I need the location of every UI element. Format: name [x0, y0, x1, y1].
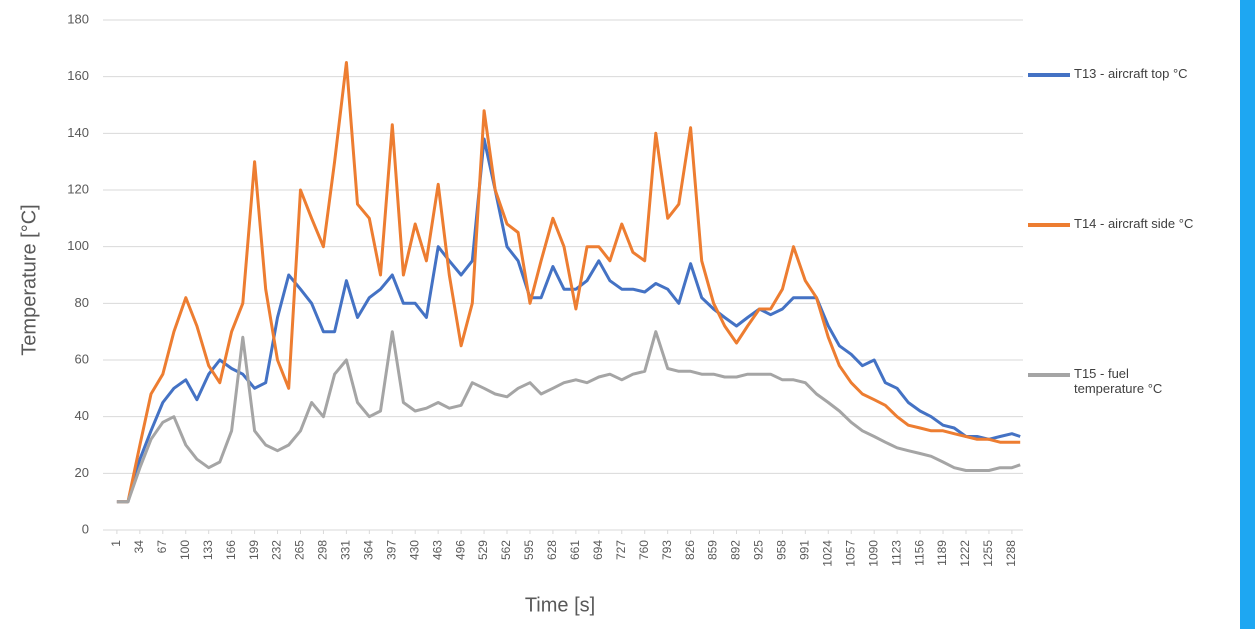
- legend-label: T14 - aircraft side °C: [1074, 216, 1194, 231]
- x-tick-label: 1222: [958, 540, 972, 567]
- y-tick-label: 180: [67, 11, 89, 26]
- x-tick-label: 100: [178, 540, 192, 560]
- x-tick-label: 628: [545, 540, 559, 560]
- x-tick-label: 859: [706, 540, 720, 560]
- x-tick-label: 1189: [935, 540, 949, 566]
- x-tick-label: 1024: [820, 540, 834, 567]
- x-tick-label: 133: [201, 540, 215, 560]
- x-tick-label: 892: [729, 540, 743, 560]
- y-tick-label: 20: [75, 465, 89, 480]
- x-tick-label: 826: [683, 540, 697, 560]
- x-tick-label: 925: [752, 540, 766, 560]
- y-tick-label: 40: [75, 408, 89, 423]
- x-tick-label: 364: [362, 540, 376, 560]
- y-tick-label: 120: [67, 181, 89, 196]
- y-tick-label: 100: [67, 238, 89, 253]
- legend-swatch: [1028, 73, 1070, 77]
- legend-item: T13 - aircraft top °C: [1028, 66, 1243, 81]
- legend-swatch: [1028, 373, 1070, 377]
- series-line: [116, 61, 1021, 504]
- x-tick-label: 265: [293, 540, 307, 560]
- x-tick-label: 1156: [912, 540, 926, 566]
- x-tick-label: 958: [775, 540, 789, 560]
- y-axis-label: Temperature [°C]: [18, 204, 40, 355]
- legend-label: T15 - fuel temperature °C: [1074, 366, 1163, 396]
- x-tick-label: 298: [316, 540, 330, 560]
- legend-label: T13 - aircraft top °C: [1074, 66, 1188, 81]
- y-tick-label: 140: [67, 125, 89, 140]
- x-tick-label: 166: [224, 540, 238, 560]
- series-line: [116, 137, 1021, 504]
- x-tick-label: 1255: [981, 540, 995, 567]
- x-tick-label: 1123: [889, 540, 903, 566]
- legend-item: T15 - fuel temperature °C: [1028, 366, 1243, 396]
- x-tick-label: 661: [568, 540, 582, 560]
- x-axis-label: Time [s]: [525, 594, 595, 616]
- x-tick-label: 463: [430, 540, 444, 560]
- x-tick-label: 1: [109, 540, 123, 547]
- x-tick-label: 1288: [1004, 540, 1018, 567]
- x-tick-label: 529: [476, 540, 490, 560]
- x-tick-label: 67: [155, 540, 169, 554]
- legend-item: T14 - aircraft side °C: [1028, 216, 1243, 231]
- x-tick-label: 1090: [866, 540, 880, 567]
- x-tick-label: 397: [384, 540, 398, 560]
- x-tick-label: 595: [522, 540, 536, 560]
- x-tick-label: 1057: [843, 540, 857, 567]
- x-tick-label: 793: [660, 540, 674, 560]
- series-line: [116, 330, 1021, 504]
- x-tick-label: 331: [339, 540, 353, 560]
- x-tick-label: 34: [132, 540, 146, 554]
- y-tick-label: 160: [67, 68, 89, 83]
- x-tick-label: 430: [407, 540, 421, 560]
- legend-swatch: [1028, 223, 1070, 227]
- x-tick-label: 562: [499, 540, 513, 560]
- y-tick-label: 80: [75, 295, 89, 310]
- x-tick-label: 496: [453, 540, 467, 560]
- side-bar: [1240, 0, 1255, 629]
- x-tick-label: 727: [614, 540, 628, 560]
- x-tick-label: 199: [247, 540, 261, 560]
- y-tick-label: 60: [75, 351, 89, 366]
- y-tick-label: 0: [82, 521, 89, 536]
- x-tick-label: 232: [270, 540, 284, 560]
- x-tick-label: 694: [591, 540, 605, 560]
- x-tick-label: 991: [798, 540, 812, 560]
- x-tick-label: 760: [637, 540, 651, 560]
